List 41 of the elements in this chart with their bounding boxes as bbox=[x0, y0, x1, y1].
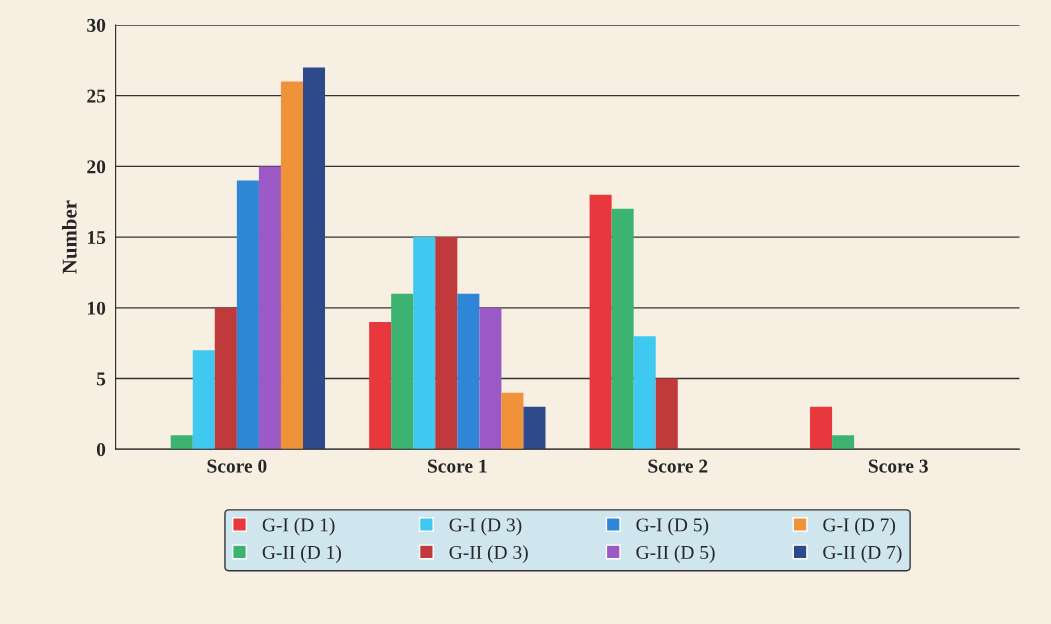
bar bbox=[435, 237, 458, 450]
y-tick-label: 5 bbox=[96, 372, 106, 386]
y-tick-label: 0 bbox=[96, 443, 106, 457]
bar bbox=[391, 293, 414, 450]
bar bbox=[655, 378, 678, 450]
bar bbox=[479, 307, 502, 450]
x-tick-label: Score 1 bbox=[428, 459, 487, 473]
legend-label: G-I (D 5) bbox=[636, 517, 709, 536]
y-tick-label: 15 bbox=[88, 231, 106, 245]
bar bbox=[280, 81, 303, 450]
bar bbox=[303, 67, 326, 450]
bar bbox=[501, 392, 524, 450]
bar bbox=[457, 293, 480, 450]
y-axis-title: Number bbox=[61, 200, 77, 274]
legend-label: G-I (D 1) bbox=[262, 517, 335, 536]
bar bbox=[523, 406, 546, 450]
bar bbox=[258, 166, 281, 450]
y-tick-label: 10 bbox=[88, 301, 106, 315]
bar bbox=[413, 237, 436, 450]
bar bbox=[589, 194, 612, 450]
bar bbox=[832, 435, 855, 450]
bar bbox=[633, 336, 656, 450]
x-tick-label: Score 3 bbox=[868, 459, 928, 473]
x-tick-label: Score 2 bbox=[648, 459, 708, 473]
bar bbox=[611, 208, 634, 450]
bar bbox=[214, 307, 237, 450]
bar bbox=[236, 180, 259, 450]
legend-label: G-II (D 1) bbox=[262, 545, 341, 563]
x-tick-label: Score 0 bbox=[207, 459, 267, 473]
bar bbox=[369, 321, 392, 450]
bar bbox=[810, 406, 833, 450]
y-tick-label: 25 bbox=[87, 89, 106, 103]
legend-label: G-I (D 7) bbox=[823, 517, 896, 536]
y-tick-label: 20 bbox=[87, 160, 106, 174]
y-tick-label: 30 bbox=[87, 18, 106, 32]
legend-label: G-II (D 5) bbox=[636, 545, 715, 563]
legend-label: G-II (D 3) bbox=[449, 545, 528, 563]
legend-label: G-II (D 7) bbox=[823, 545, 902, 563]
bar bbox=[192, 350, 215, 450]
legend-label: G-I (D 3) bbox=[449, 517, 522, 536]
bar bbox=[170, 435, 193, 450]
